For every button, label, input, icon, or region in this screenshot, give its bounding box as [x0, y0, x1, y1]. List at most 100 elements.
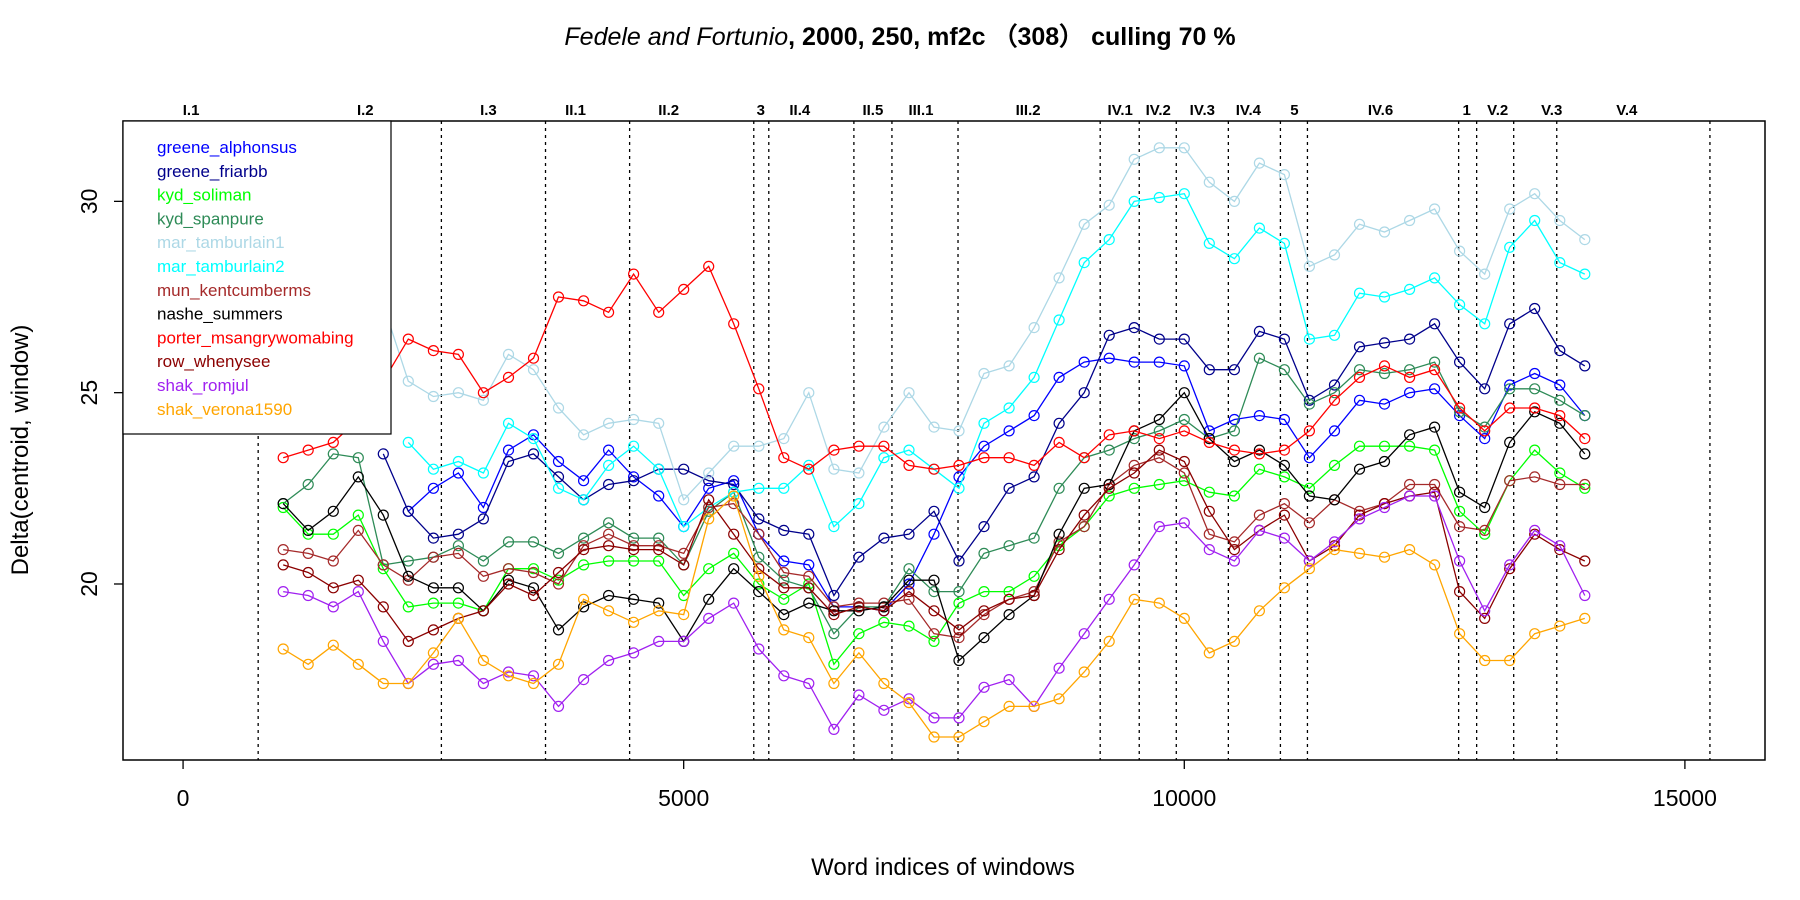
scene-label: IV.4	[1236, 102, 1262, 119]
data-point	[302, 524, 314, 537]
data-point	[778, 566, 790, 579]
data-point	[1504, 475, 1516, 487]
data-point	[627, 616, 640, 628]
data-point	[602, 589, 615, 602]
data-point	[1203, 528, 1215, 540]
data-point	[1003, 673, 1015, 686]
data-point	[1554, 620, 1566, 632]
scene-label: 1	[1462, 102, 1470, 119]
data-point	[1378, 498, 1391, 510]
data-point	[1253, 410, 1266, 422]
data-point	[1203, 176, 1215, 188]
data-point	[427, 482, 439, 494]
y-tick-label: 20	[76, 571, 102, 597]
data-point	[1028, 410, 1040, 422]
data-point	[1128, 322, 1140, 334]
data-point	[1003, 482, 1015, 494]
data-point	[1353, 509, 1366, 521]
data-point	[1504, 559, 1516, 571]
legend-entry: row_whenysee	[157, 352, 270, 371]
data-point	[1103, 482, 1115, 494]
data-point	[1303, 394, 1316, 406]
data-point	[1178, 142, 1190, 154]
data-point	[1203, 505, 1215, 517]
data-point	[978, 605, 990, 617]
data-point	[1103, 444, 1115, 456]
data-point	[1178, 387, 1190, 399]
data-point	[577, 593, 590, 605]
data-point	[978, 631, 990, 644]
data-point	[1053, 272, 1065, 284]
data-point	[1378, 291, 1391, 303]
series-kyd_soliman	[277, 440, 1591, 670]
data-point	[1128, 593, 1140, 605]
data-point	[1378, 440, 1391, 452]
data-point	[1103, 490, 1115, 502]
data-point	[577, 494, 590, 506]
data-point	[1153, 142, 1165, 154]
data-point	[1353, 505, 1366, 517]
scene-label: V.4	[1616, 102, 1638, 119]
data-point	[703, 467, 715, 479]
data-point	[753, 551, 765, 563]
data-point	[753, 570, 765, 582]
data-point	[627, 440, 640, 452]
data-point	[778, 452, 790, 464]
data-point	[552, 700, 565, 713]
data-point	[1178, 188, 1190, 200]
data-point	[1579, 612, 1591, 625]
data-point	[1479, 383, 1491, 395]
data-point	[452, 654, 464, 667]
data-point	[1428, 478, 1441, 491]
data-point	[703, 260, 715, 272]
data-point	[1328, 387, 1341, 399]
data-point	[928, 505, 940, 517]
data-point	[427, 463, 439, 475]
data-point	[627, 555, 640, 567]
data-point	[1554, 394, 1566, 406]
data-point	[602, 605, 615, 617]
data-point	[377, 448, 389, 460]
data-point	[978, 440, 990, 452]
data-point	[427, 582, 439, 594]
data-point	[778, 624, 790, 636]
data-point	[1554, 467, 1566, 479]
data-point	[1028, 585, 1040, 598]
data-point	[477, 570, 489, 582]
data-point	[1228, 253, 1241, 265]
series-layer	[277, 142, 1591, 743]
scene-label: III.1	[908, 102, 933, 119]
data-point	[527, 364, 540, 376]
data-point	[1428, 490, 1441, 502]
data-point	[1128, 467, 1140, 479]
data-point	[1228, 195, 1241, 207]
data-point	[452, 612, 464, 625]
data-point	[1479, 524, 1491, 537]
data-point	[527, 433, 540, 445]
series-shak_romjul	[277, 490, 1591, 736]
data-point	[1303, 555, 1316, 567]
data-point	[1103, 352, 1115, 364]
data-point	[1504, 383, 1516, 395]
data-point	[577, 601, 590, 613]
data-point	[1378, 367, 1391, 380]
data-point	[878, 532, 890, 544]
data-point	[1378, 398, 1391, 410]
data-point	[1003, 540, 1015, 552]
data-point	[1403, 364, 1416, 376]
scene-label: I.3	[480, 102, 497, 119]
scene-label: I.2	[357, 102, 374, 119]
data-point	[1554, 543, 1566, 556]
data-point	[1228, 455, 1241, 468]
data-point	[753, 563, 765, 575]
data-point	[1003, 608, 1015, 621]
data-point	[1153, 413, 1165, 426]
data-point	[1303, 425, 1316, 437]
legend-entry: porter_msangrywomabing	[157, 328, 354, 347]
data-point	[602, 654, 615, 667]
data-point	[1203, 425, 1215, 437]
data-point	[1028, 322, 1040, 334]
data-point	[703, 482, 715, 494]
scene-label: 3	[757, 102, 765, 119]
data-point	[1353, 440, 1366, 452]
